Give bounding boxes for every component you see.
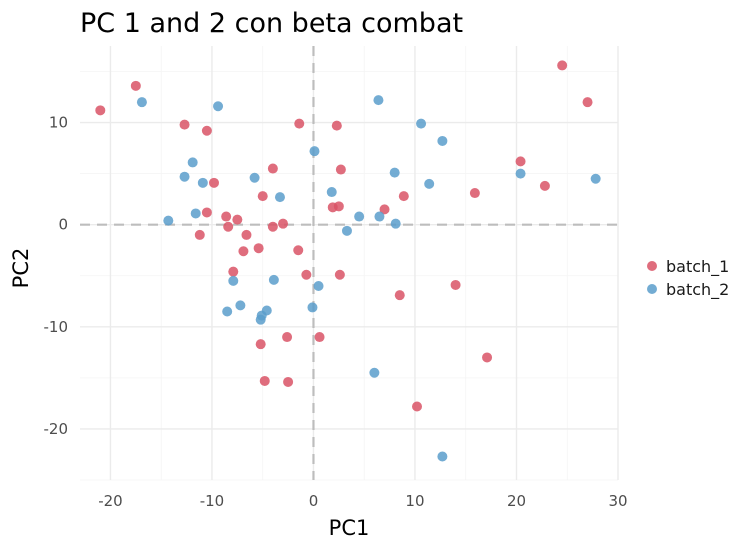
data-point (228, 275, 239, 286)
data-point (582, 97, 593, 108)
data-point (398, 191, 409, 202)
data-point (268, 274, 279, 285)
data-point (213, 101, 224, 112)
data-point (416, 118, 427, 129)
data-point (179, 119, 190, 130)
data-point (334, 269, 345, 280)
data-point (309, 146, 320, 157)
data-point (335, 164, 346, 175)
data-point (222, 306, 233, 317)
x-tick-label: 20 (507, 492, 526, 510)
data-point (255, 314, 266, 325)
data-point (190, 208, 201, 219)
data-point (313, 280, 324, 291)
data-point (283, 376, 294, 387)
data-point (293, 245, 304, 256)
data-point (590, 173, 601, 184)
data-point (379, 204, 390, 215)
data-point (301, 269, 312, 280)
series-batch-1 (95, 60, 593, 412)
x-tick-label: -20 (98, 492, 123, 510)
data-point (469, 188, 480, 199)
data-point (294, 118, 305, 129)
data-point (130, 80, 141, 91)
y-axis-title: PC2 (9, 248, 33, 289)
data-point (228, 266, 239, 277)
x-tick-label: 10 (405, 492, 424, 510)
x-tick-label: -10 (200, 492, 225, 510)
data-point (374, 211, 385, 222)
data-point (326, 187, 337, 198)
data-point (515, 168, 526, 179)
data-point (194, 229, 205, 240)
data-point (557, 60, 568, 71)
data-point (282, 332, 293, 343)
legend-key-batch-1 (647, 261, 657, 271)
chart-title: PC 1 and 2 con beta combat (80, 8, 463, 39)
data-point (208, 177, 219, 188)
data-point (179, 171, 190, 182)
x-tick-label: 0 (309, 492, 319, 510)
data-point (341, 225, 352, 236)
data-point (390, 218, 401, 229)
data-point (163, 215, 174, 226)
data-point (253, 243, 264, 254)
data-point (136, 97, 147, 108)
data-point (249, 172, 260, 183)
data-point (221, 211, 232, 222)
data-point (412, 401, 423, 412)
data-point (450, 279, 461, 290)
legend-label-batch-1: batch_1 (666, 257, 729, 277)
data-point (201, 125, 212, 136)
data-point (241, 229, 252, 240)
data-point (424, 178, 435, 189)
legend-key-batch-2 (647, 284, 657, 294)
plot-area: -20 -10 0 10 20 30 -20 -10 0 10 (44, 46, 628, 510)
legend: batch_1 batch_2 (647, 257, 729, 300)
data-point (232, 214, 243, 225)
data-point (515, 156, 526, 167)
data-point (235, 300, 246, 311)
y-tick-label: -10 (44, 318, 69, 336)
y-tick-label: 10 (49, 114, 68, 132)
data-point (354, 211, 365, 222)
series-batch-2 (136, 95, 601, 462)
data-point (267, 221, 278, 232)
data-point (95, 105, 106, 116)
data-point (394, 290, 405, 301)
data-point (187, 157, 198, 168)
data-point (369, 367, 380, 378)
legend-label-batch-2: batch_2 (666, 280, 729, 300)
data-point (238, 246, 249, 257)
data-point (259, 375, 270, 386)
data-point (223, 221, 234, 232)
data-point (333, 201, 344, 212)
data-point (197, 177, 208, 188)
data-point (331, 120, 342, 131)
x-tick-label: 30 (608, 492, 627, 510)
y-tick-label: -20 (44, 420, 69, 438)
data-point (482, 352, 493, 363)
data-point (307, 302, 318, 313)
x-axis-title: PC1 (329, 516, 370, 540)
data-point (255, 339, 266, 350)
data-point (437, 451, 448, 462)
data-point (278, 218, 289, 229)
data-point (539, 180, 550, 191)
data-point (267, 163, 278, 174)
data-point (201, 207, 212, 218)
data-point (373, 95, 384, 106)
data-point (437, 135, 448, 146)
data-point (389, 167, 400, 178)
data-point (274, 192, 285, 203)
data-point (314, 332, 325, 343)
data-point (257, 191, 268, 202)
y-tick-label: 0 (58, 216, 68, 234)
